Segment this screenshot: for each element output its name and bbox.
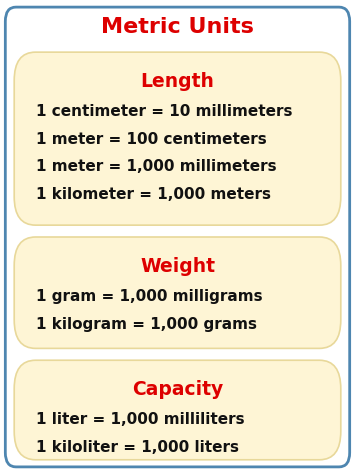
Text: Metric Units: Metric Units [101, 17, 254, 36]
Text: Length: Length [141, 72, 214, 91]
Text: 1 liter = 1,000 milliliters: 1 liter = 1,000 milliliters [36, 412, 244, 428]
Text: 1 centimeter = 10 millimeters: 1 centimeter = 10 millimeters [36, 104, 292, 119]
FancyBboxPatch shape [14, 360, 341, 460]
Text: 1 gram = 1,000 milligrams: 1 gram = 1,000 milligrams [36, 289, 262, 304]
Text: 1 kilogram = 1,000 grams: 1 kilogram = 1,000 grams [36, 317, 257, 332]
Text: 1 meter = 100 centimeters: 1 meter = 100 centimeters [36, 132, 266, 147]
Text: 1 kiloliter = 1,000 liters: 1 kiloliter = 1,000 liters [36, 440, 239, 455]
FancyBboxPatch shape [14, 237, 341, 348]
FancyBboxPatch shape [14, 52, 341, 225]
Text: 1 kilometer = 1,000 meters: 1 kilometer = 1,000 meters [36, 187, 271, 202]
Text: 1 meter = 1,000 millimeters: 1 meter = 1,000 millimeters [36, 159, 276, 174]
Text: Weight: Weight [140, 257, 215, 276]
Text: Capacity: Capacity [132, 380, 223, 399]
FancyBboxPatch shape [5, 7, 350, 467]
